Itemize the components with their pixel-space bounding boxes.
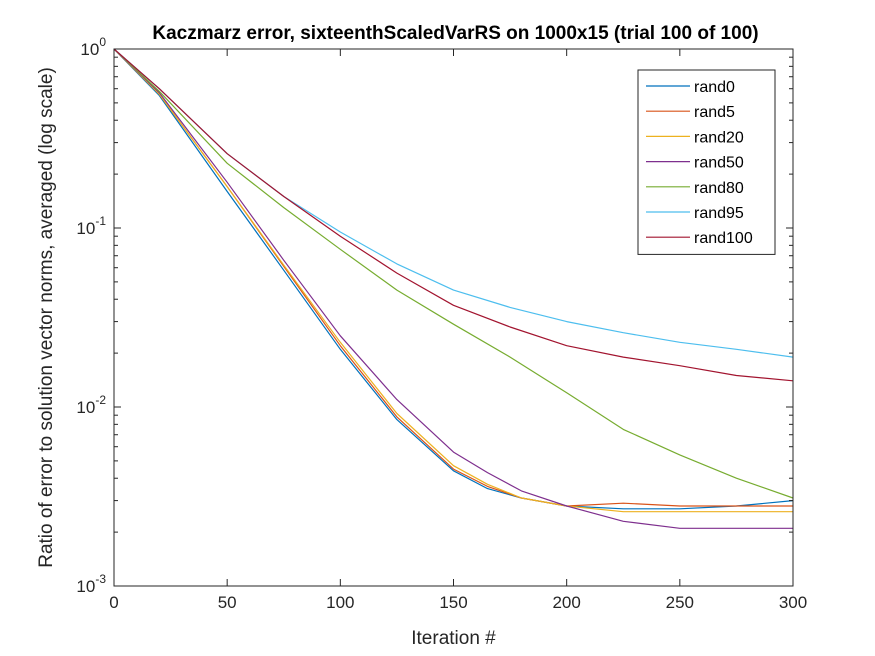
x-axis: 0 50 100 150 200 250 300: [109, 49, 807, 612]
y-tick-exponent: -3: [95, 572, 106, 586]
series-line-rand100: [113, 48, 794, 382]
series-layer: [113, 48, 794, 529]
chart-title: Kaczmarz error, sixteenthScaledVarRS on …: [152, 23, 758, 44]
legend-label: rand50: [694, 155, 744, 172]
y-tick-label: 10-3: [76, 572, 106, 596]
x-tick-label: 100: [326, 593, 354, 612]
series-line-rand20: [113, 48, 793, 513]
y-tick-exponent: 0: [99, 35, 106, 49]
y-tick-exponent: -1: [95, 214, 106, 228]
legend-label: rand95: [694, 205, 744, 222]
y-tick-exponent: -2: [95, 393, 106, 407]
y-tick-label: 10-2: [76, 393, 106, 417]
y-axis-label: Ratio of error to solution vector norms,…: [36, 67, 57, 568]
x-axis-label: Iteration #: [411, 628, 496, 649]
x-tick-label: 150: [439, 593, 467, 612]
legend-label: rand5: [694, 104, 735, 121]
y-tick-base: 10: [76, 577, 95, 596]
legend-label: rand0: [694, 79, 735, 96]
series-line-rand50: [113, 48, 793, 529]
y-tick-base: 10: [76, 219, 95, 238]
legend-label: rand80: [694, 180, 744, 197]
series-line-rand0: [113, 48, 794, 510]
x-tick-label: 0: [109, 593, 118, 612]
legend: rand0 rand5 rand20 rand50 rand80 rand95 rand10…: [637, 69, 776, 255]
x-tick-label: 200: [552, 593, 580, 612]
x-tick-label: 50: [218, 593, 237, 612]
y-tick-base: 10: [76, 398, 95, 417]
y-tick-base: 10: [80, 40, 99, 59]
series-line-rand80: [113, 48, 794, 499]
y-tick-label: 100: [80, 35, 106, 59]
legend-label: rand100: [694, 230, 753, 247]
x-tick-label: 250: [666, 593, 694, 612]
x-tick-label: 300: [779, 593, 807, 612]
legend-label: rand20: [694, 129, 744, 146]
y-tick-label: 10-1: [76, 214, 106, 238]
